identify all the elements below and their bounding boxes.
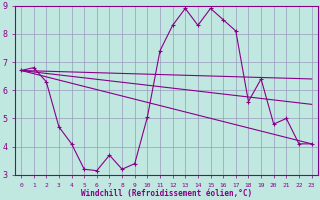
X-axis label: Windchill (Refroidissement éolien,°C): Windchill (Refroidissement éolien,°C)	[81, 189, 252, 198]
